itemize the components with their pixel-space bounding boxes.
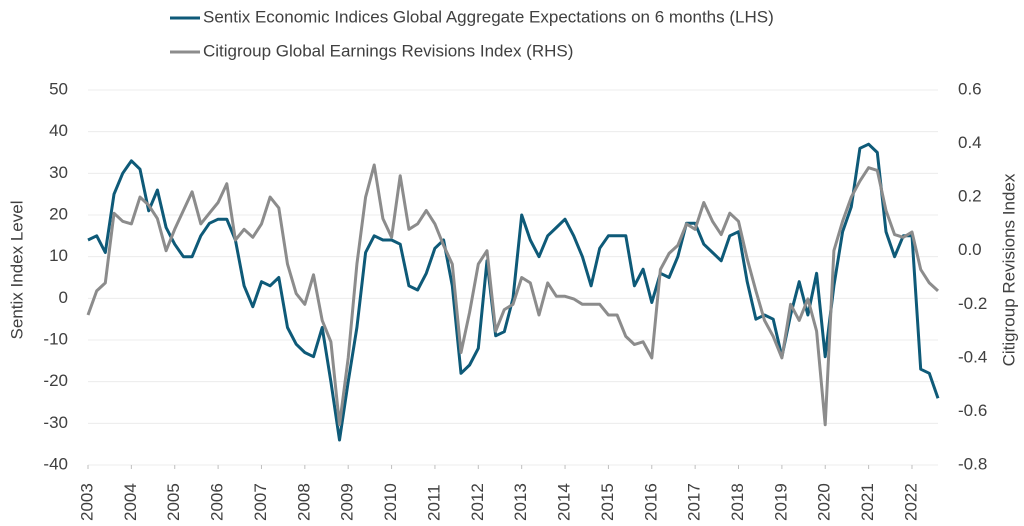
x-tick-label: 2008 (294, 483, 313, 521)
x-tick-label: 2016 (641, 483, 660, 521)
y-tick-label: 40 (49, 121, 68, 140)
legend-label: Citigroup Global Earnings Revisions Inde… (203, 41, 573, 60)
y2-tick-label: 0.4 (958, 133, 982, 152)
y-axis-title: Sentix Index Level (7, 201, 26, 340)
x-tick-label: 2021 (858, 483, 877, 521)
y2-tick-label: 0.2 (958, 187, 982, 206)
y2-tick-label: 0.0 (958, 240, 982, 259)
y2-tick-label: -0.2 (958, 294, 987, 313)
y-tick-label: -30 (43, 413, 68, 432)
y-tick-label: -20 (43, 371, 68, 390)
y-tick-label: -40 (43, 454, 68, 473)
x-tick-label: 2006 (208, 483, 227, 521)
y-tick-label: 0 (59, 288, 68, 307)
x-tick-label: 2012 (468, 483, 487, 521)
x-tick-label: 2022 (901, 483, 920, 521)
x-tick-label: 2013 (511, 483, 530, 521)
y2-axis-title: Citigroup Revisions Index (999, 173, 1018, 366)
y-tick-label: 20 (49, 204, 68, 223)
x-tick-label: 2017 (685, 483, 704, 521)
x-tick-label: 2010 (381, 483, 400, 521)
series-line (86, 163, 940, 427)
x-tick-label: 2007 (251, 483, 270, 521)
x-tick-label: 2003 (77, 483, 96, 521)
x-tick-label: 2020 (815, 483, 834, 521)
y-tick-label: -10 (43, 329, 68, 348)
y2-tick-label: -0.6 (958, 401, 987, 420)
y2-tick-label: 0.6 (958, 79, 982, 98)
x-tick-label: 2014 (555, 483, 574, 521)
x-tick-label: 2004 (121, 483, 140, 521)
y2-tick-label: -0.8 (958, 454, 987, 473)
series-line (87, 142, 940, 442)
x-tick-label: 2009 (338, 483, 357, 521)
x-tick-label: 2019 (771, 483, 790, 521)
legend-label: Sentix Economic Indices Global Aggregate… (203, 7, 774, 26)
x-tick-label: 2005 (164, 483, 183, 521)
y-tick-label: 10 (49, 246, 68, 265)
x-tick-label: 2015 (598, 483, 617, 521)
y-tick-label: 30 (49, 163, 68, 182)
x-tick-label: 2011 (424, 484, 443, 521)
x-tick-label: 2018 (728, 483, 747, 521)
y-tick-label: 50 (49, 79, 68, 98)
y2-tick-label: -0.4 (958, 347, 987, 366)
